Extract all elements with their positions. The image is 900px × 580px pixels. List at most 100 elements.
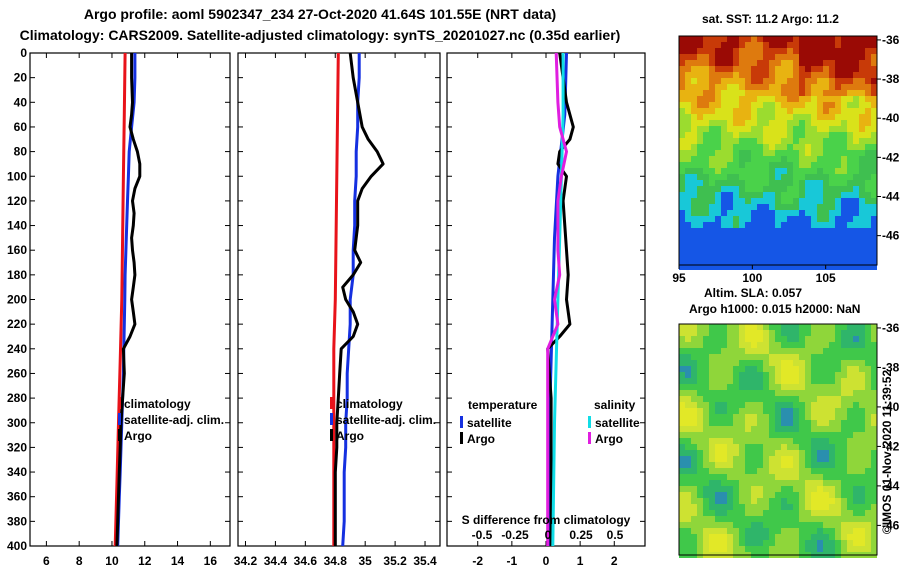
sst-map-cell	[697, 54, 703, 60]
sst-map-cell	[685, 54, 691, 60]
sst-map-cell	[709, 138, 715, 144]
sla-map-cell	[739, 468, 745, 474]
sla-map-cell	[805, 546, 811, 552]
sst-map-cell	[859, 180, 865, 186]
sla-map-cell	[853, 504, 859, 510]
sst-map-cell	[805, 42, 811, 48]
sla-map-cell	[733, 498, 739, 504]
sla-map-cell	[679, 522, 685, 528]
sst-map-cell	[859, 48, 865, 54]
sla-map-cell	[847, 378, 853, 384]
sst-map-cell	[865, 96, 871, 102]
sla-map-cell	[835, 546, 841, 552]
sst-map-cell	[793, 78, 799, 84]
sst-map-cell	[679, 228, 685, 234]
sst-map-cell	[679, 108, 685, 114]
sla-map-cell	[739, 522, 745, 528]
legend-swatch	[330, 413, 333, 425]
sla-map-cell	[787, 372, 793, 378]
sla-map-cell	[829, 402, 835, 408]
sla-map-cell	[679, 330, 685, 336]
sla-map-cell	[769, 534, 775, 540]
sla-map-cell	[841, 468, 847, 474]
sla-map-cell	[739, 336, 745, 342]
sla-map-cell	[787, 450, 793, 456]
sst-map-cell	[745, 192, 751, 198]
sst-map-cell	[829, 36, 835, 42]
sst-map-cell	[823, 192, 829, 198]
sst-map-cell	[793, 246, 799, 252]
sla-map-cell	[859, 372, 865, 378]
sla-map-cell	[775, 432, 781, 438]
sla-map-cell	[781, 390, 787, 396]
sst-map-cell	[715, 120, 721, 126]
sla-map-cell	[835, 420, 841, 426]
sla-map-cell	[721, 522, 727, 528]
sla-map-cell	[727, 498, 733, 504]
sla-map-cell	[751, 546, 757, 552]
sla-map-cell	[739, 546, 745, 552]
sst-map-cell	[715, 210, 721, 216]
sla-map-cell	[733, 336, 739, 342]
sla-map-cell	[757, 372, 763, 378]
sst-map-cell	[691, 210, 697, 216]
sla-map-cell	[733, 462, 739, 468]
sla-map-cell	[817, 486, 823, 492]
sla-map-cell	[691, 522, 697, 528]
sst-map-cell	[691, 42, 697, 48]
sst-map-cell	[727, 240, 733, 246]
sla-map-cell	[715, 462, 721, 468]
sst-map-cell	[871, 90, 877, 96]
sst-map-cell	[691, 216, 697, 222]
sst-map-cell	[793, 108, 799, 114]
sla-map-cell	[853, 540, 859, 546]
sst-map-cell	[871, 174, 877, 180]
sla-map-cell	[781, 348, 787, 354]
sst-map-cell	[709, 264, 715, 270]
sla-map-cell	[811, 474, 817, 480]
sst-map-cell	[793, 48, 799, 54]
sst-map-cell	[829, 222, 835, 228]
sla-map-cell	[727, 384, 733, 390]
sst-map-cell	[751, 72, 757, 78]
sst-map-cell	[679, 114, 685, 120]
sst-map-cell	[703, 36, 709, 42]
sst-map-cell	[799, 204, 805, 210]
sst-map-cell	[721, 108, 727, 114]
sla-map-cell	[691, 426, 697, 432]
sst-map-cell	[853, 138, 859, 144]
sst-map-cell	[745, 204, 751, 210]
sla-map-cell	[769, 540, 775, 546]
sst-map-cell	[853, 180, 859, 186]
sla-map-cell	[865, 330, 871, 336]
sst-map-cell	[829, 216, 835, 222]
sla-map-cell	[835, 534, 841, 540]
sst-map-cell	[709, 48, 715, 54]
sla-map-cell	[781, 420, 787, 426]
sla-map-cell	[739, 516, 745, 522]
sla-map-cell	[751, 486, 757, 492]
sst-map-cell	[727, 210, 733, 216]
sst-map-cell	[841, 72, 847, 78]
sla-map-cell	[727, 420, 733, 426]
sla-map-cell	[781, 414, 787, 420]
sla-map-cell	[715, 426, 721, 432]
legend-label: Argo	[336, 429, 364, 443]
sst-map-cell	[775, 264, 781, 270]
sst-map-cell	[853, 240, 859, 246]
sla-map-cell	[805, 348, 811, 354]
sst-map-cell	[847, 240, 853, 246]
sla-map-cell	[733, 420, 739, 426]
sst-map-cell	[709, 228, 715, 234]
sla-map-cell	[811, 456, 817, 462]
sst-map-cell	[739, 174, 745, 180]
sst-map-cell	[823, 150, 829, 156]
sla-map-cell	[811, 480, 817, 486]
sla-map-cell	[685, 546, 691, 552]
sst-map-cell	[859, 228, 865, 234]
sla-map-cell	[763, 324, 769, 330]
sst-map-cell	[763, 156, 769, 162]
sst-map-cell	[739, 240, 745, 246]
sla-map-cell	[775, 486, 781, 492]
sst-map-cell	[745, 72, 751, 78]
